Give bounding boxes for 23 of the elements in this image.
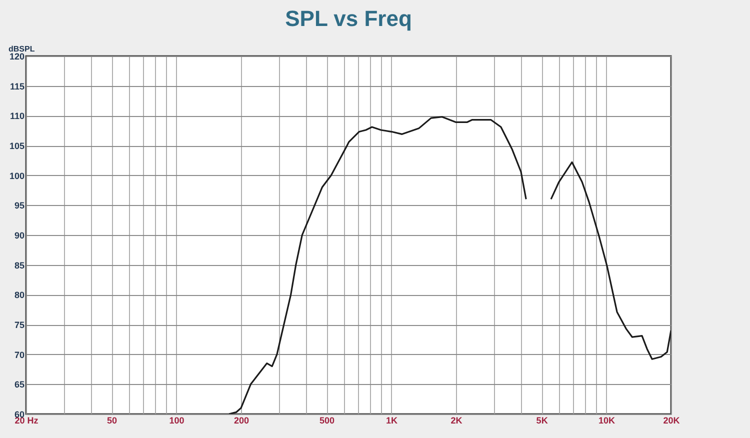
y-axis-title: dBSPL — [8, 44, 35, 54]
x-tick-label: 500 — [320, 416, 335, 426]
y-tick-label: 105 — [9, 141, 24, 151]
x-tick-label: 50 — [107, 416, 118, 426]
y-tick-label: 80 — [14, 290, 24, 300]
x-tick-label: 200 — [234, 416, 250, 426]
y-tick-label: 110 — [10, 111, 24, 122]
x-tick-label: 20K — [663, 416, 680, 426]
y-tick-label: 95 — [14, 200, 24, 211]
y-tick-label: 65 — [14, 380, 24, 390]
x-tick-label: 2K — [450, 416, 463, 426]
x-tick-label: 100 — [169, 416, 184, 426]
y-tick-label: 120 — [9, 52, 24, 62]
y-tick-label: 115 — [10, 81, 24, 92]
chart-title: SPL vs Freq — [285, 6, 412, 31]
y-tick-label: 70 — [14, 350, 24, 360]
x-tick-label: 1K — [386, 416, 398, 426]
y-tick-label: 75 — [14, 320, 24, 330]
y-tick-label: 100 — [9, 170, 24, 181]
y-tick-label: 85 — [14, 260, 24, 270]
y-tick-label: 90 — [14, 230, 24, 240]
x-tick-label: 5K — [536, 416, 548, 426]
x-tick-label: 10K — [598, 416, 616, 426]
